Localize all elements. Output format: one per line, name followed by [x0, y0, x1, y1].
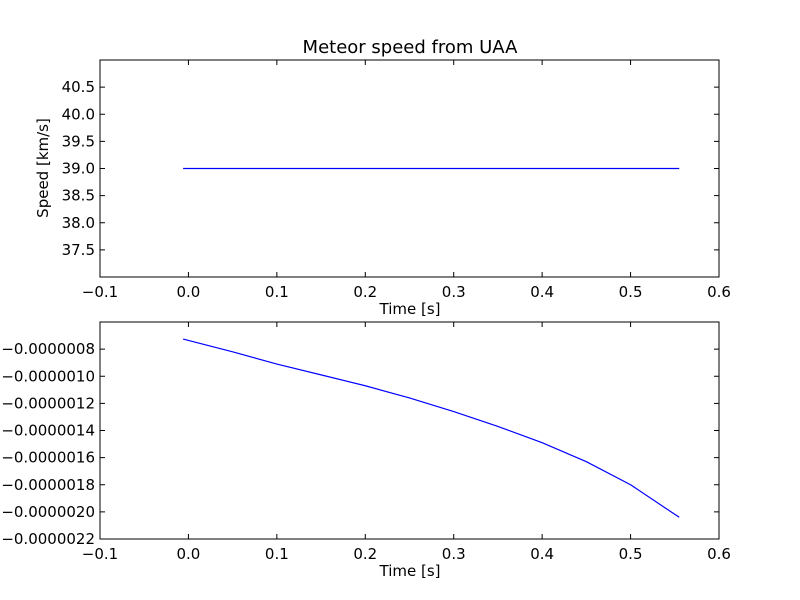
derivative-x-tick-label: 0.5 — [619, 545, 643, 563]
speed-y-tick-label: 40.5 — [62, 78, 95, 96]
speed-y-axis-label: Speed [km/s] — [34, 118, 52, 218]
speed-y-tick-label: 39.0 — [62, 160, 95, 178]
derivative-y-tick-label: −0.0000014 — [1, 422, 95, 440]
derivative-y-tick-label: −0.0000010 — [1, 367, 95, 385]
derivative-series-line — [182, 338, 680, 518]
speed-plot-frame — [99, 59, 720, 278]
derivative-y-tick-label: −0.0000016 — [1, 449, 95, 467]
speed-y-tick-label: 38.0 — [62, 214, 95, 232]
speed-x-tick-label: 0.1 — [265, 283, 289, 301]
speed-x-tick-label: 0.0 — [176, 283, 200, 301]
speed-x-axis-label: Time [s] — [379, 300, 441, 318]
derivative-x-tick-label: 0.6 — [707, 545, 731, 563]
derivative-x-tick-label: −0.1 — [82, 545, 118, 563]
derivative-subplot: −0.1 0.0 0.1 0.2 0.3 0.4 0.5 0.6 −0.0000008 −0.00… — [1, 321, 731, 580]
speed-x-tick-label: 0.4 — [530, 283, 554, 301]
derivative-y-tick-label: −0.0000020 — [1, 503, 95, 521]
derivative-y-tick-label: −0.0000018 — [1, 476, 95, 494]
derivative-series — [182, 338, 680, 518]
derivative-y-tick-label: −0.0000022 — [1, 530, 95, 548]
speed-x-tick-label: 0.2 — [353, 283, 377, 301]
derivative-x-tick-label: 0.3 — [442, 545, 466, 563]
derivative-y-tick-label: −0.0000012 — [1, 394, 95, 412]
derivative-axis-ticks: −0.1 0.0 0.1 0.2 0.3 0.4 0.5 0.6 −0.0000008 −0.00… — [1, 322, 731, 563]
speed-x-tick-label: 0.5 — [619, 283, 643, 301]
speed-x-tick-label: 0.3 — [442, 283, 466, 301]
derivative-y-tick-label: −0.0000008 — [1, 340, 95, 358]
speed-subplot: Meteor speed from UAA −0.1 0.0 0.1 0.2 0.3 0.… — [34, 37, 731, 318]
speed-y-tick-label: 39.5 — [62, 132, 95, 150]
speed-y-tick-label: 37.5 — [62, 241, 95, 259]
speed-axis-ticks: −0.1 0.0 0.1 0.2 0.3 0.4 0.5 0.6 37.5 38.0 38.5 39.… — [62, 60, 731, 301]
derivative-x-tick-label: 0.0 — [176, 545, 200, 563]
speed-x-tick-label: 0.6 — [707, 283, 731, 301]
speed-y-tick-label: 40.0 — [62, 105, 95, 123]
derivative-x-axis-label: Time [s] — [379, 562, 441, 580]
chart-title: Meteor speed from UAA — [303, 37, 519, 58]
derivative-x-tick-label: 0.1 — [265, 545, 289, 563]
speed-y-tick-label: 38.5 — [62, 187, 95, 205]
speed-x-tick-label: −0.1 — [82, 283, 118, 301]
derivative-x-tick-label: 0.2 — [353, 545, 377, 563]
derivative-x-tick-label: 0.4 — [530, 545, 554, 563]
derivative-plot-frame — [99, 321, 720, 540]
